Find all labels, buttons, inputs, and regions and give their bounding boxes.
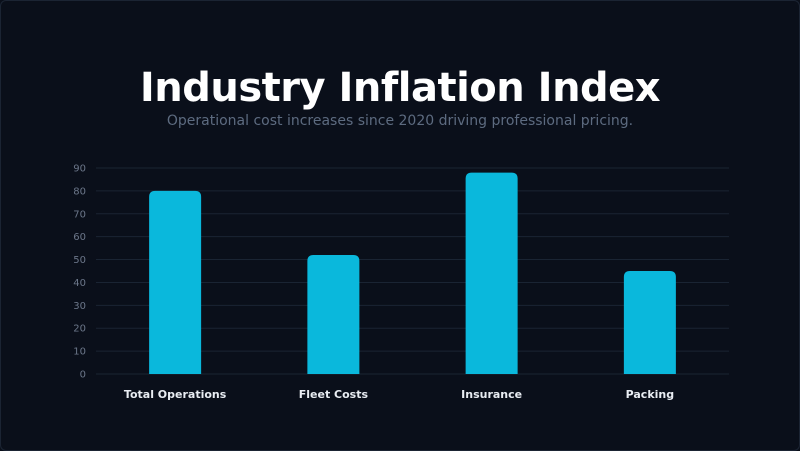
y-tick-label: 20 (73, 324, 86, 335)
y-tick-label: 30 (73, 301, 86, 312)
bar-fleet-costs (307, 254, 360, 374)
y-tick-label: 60 (73, 232, 86, 243)
chart-title: Industry Inflation Index (139, 65, 661, 111)
y-tick-label: 10 (73, 347, 86, 358)
bars (149, 172, 676, 374)
grid-lines (96, 167, 729, 375)
x-tick-label: Packing (626, 388, 675, 401)
bar-packing (623, 271, 676, 374)
x-tick-label: Insurance (461, 388, 522, 401)
y-tick-label: 70 (73, 209, 86, 220)
x-tick-label: Total Operations (124, 388, 227, 401)
y-axis-ticks: 0 10 20 30 40 50 60 70 80 90 (73, 164, 86, 381)
y-tick-label: 40 (73, 278, 86, 289)
x-axis-ticks: Total Operations Fleet Costs Insurance Pack… (124, 388, 674, 401)
chart-subtitle: Operational cost increases since 2020 dr… (166, 113, 634, 129)
bar-insurance (465, 172, 518, 374)
x-tick-label: Fleet Costs (299, 388, 369, 401)
bar-total-operations (149, 190, 202, 374)
y-tick-label: 0 (80, 370, 86, 381)
y-tick-label: 90 (73, 164, 86, 175)
y-tick-label: 80 (73, 186, 86, 197)
y-tick-label: 50 (73, 255, 86, 266)
